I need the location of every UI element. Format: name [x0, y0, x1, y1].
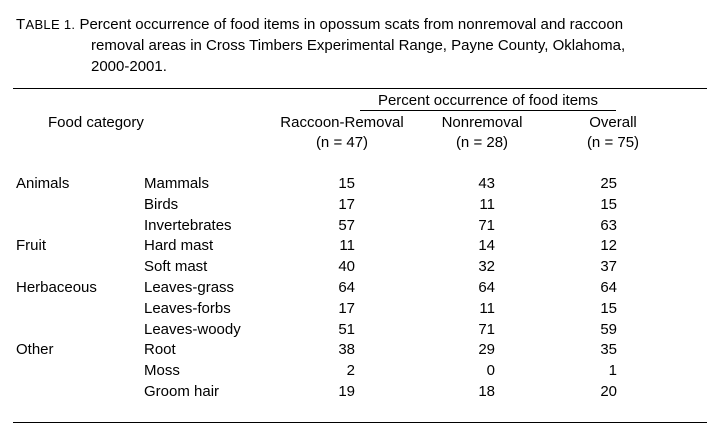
category-label: Animals: [16, 175, 70, 192]
value-raccoon-removal: 15: [338, 175, 355, 192]
value-overall: 64: [600, 279, 617, 296]
value-raccoon-removal: 51: [338, 321, 355, 338]
value-nonremoval: 11: [479, 196, 495, 213]
food-item-label: Invertebrates: [144, 217, 232, 234]
column-n-nonremoval: (n = 28): [455, 134, 509, 151]
caption-text-1: Percent occurrence of food items in opos…: [79, 16, 624, 33]
food-item-label: Soft mast: [144, 258, 208, 275]
value-overall: 63: [600, 217, 617, 234]
value-overall: 15: [600, 300, 617, 317]
value-nonremoval: 14: [478, 237, 495, 254]
top-rule: [13, 88, 707, 89]
value-nonremoval: 32: [478, 258, 495, 275]
value-overall: 12: [600, 237, 617, 254]
group-header: Percent occurrence of food items: [377, 92, 599, 109]
value-overall: 59: [600, 321, 617, 338]
column-header-nonremoval: Nonremoval: [441, 114, 523, 131]
value-raccoon-removal: 57: [338, 217, 355, 234]
value-nonremoval: 11: [479, 300, 495, 317]
value-overall: 25: [600, 175, 617, 192]
bottom-rule: [13, 422, 707, 423]
food-item-label: Hard mast: [144, 237, 214, 254]
food-item-label: Birds: [144, 196, 179, 213]
value-overall: 15: [600, 196, 617, 213]
food-item-label: Leaves-woody: [144, 321, 241, 338]
table-label: TABLE 1.: [16, 16, 76, 33]
column-header-raccoon-removal: Raccoon-Removal: [280, 114, 404, 131]
value-nonremoval: 43: [478, 175, 495, 192]
food-item-label: Moss: [144, 362, 180, 379]
food-item-label: Root: [144, 341, 176, 358]
stub-header: Food category: [48, 114, 144, 131]
value-overall: 1: [608, 362, 617, 379]
column-n-overall: (n = 75): [586, 134, 640, 151]
value-raccoon-removal: 64: [338, 279, 355, 296]
food-item-label: Mammals: [144, 175, 210, 192]
group-header-underline: [360, 110, 616, 111]
caption-line-2: removal areas in Cross Timbers Experimen…: [91, 37, 626, 54]
value-overall: 37: [600, 258, 617, 275]
value-raccoon-removal: 17: [338, 196, 355, 213]
value-overall: 20: [600, 383, 617, 400]
food-item-label: Leaves-forbs: [144, 300, 231, 317]
food-item-label: Groom hair: [144, 383, 220, 400]
column-n-raccoon-removal: (n = 47): [315, 134, 369, 151]
value-nonremoval: 71: [478, 321, 495, 338]
value-raccoon-removal: 19: [338, 383, 355, 400]
value-nonremoval: 64: [478, 279, 495, 296]
category-label: Fruit: [16, 237, 46, 254]
value-raccoon-removal: 11: [339, 237, 355, 254]
value-raccoon-removal: 38: [338, 341, 355, 358]
value-nonremoval: 18: [478, 383, 495, 400]
value-overall: 35: [600, 341, 617, 358]
value-raccoon-removal: 17: [338, 300, 355, 317]
value-raccoon-removal: 2: [346, 362, 355, 379]
caption-line-1: TABLE 1. Percent occurrence of food item…: [16, 15, 623, 35]
food-item-label: Leaves-grass: [144, 279, 235, 296]
value-raccoon-removal: 40: [338, 258, 355, 275]
value-nonremoval: 29: [478, 341, 495, 358]
value-nonremoval: 0: [486, 362, 495, 379]
caption-line-3: 2000-2001.: [91, 58, 167, 75]
value-nonremoval: 71: [478, 217, 495, 234]
column-header-overall: Overall: [589, 114, 637, 131]
category-label: Other: [16, 341, 54, 358]
category-label: Herbaceous: [16, 279, 97, 296]
